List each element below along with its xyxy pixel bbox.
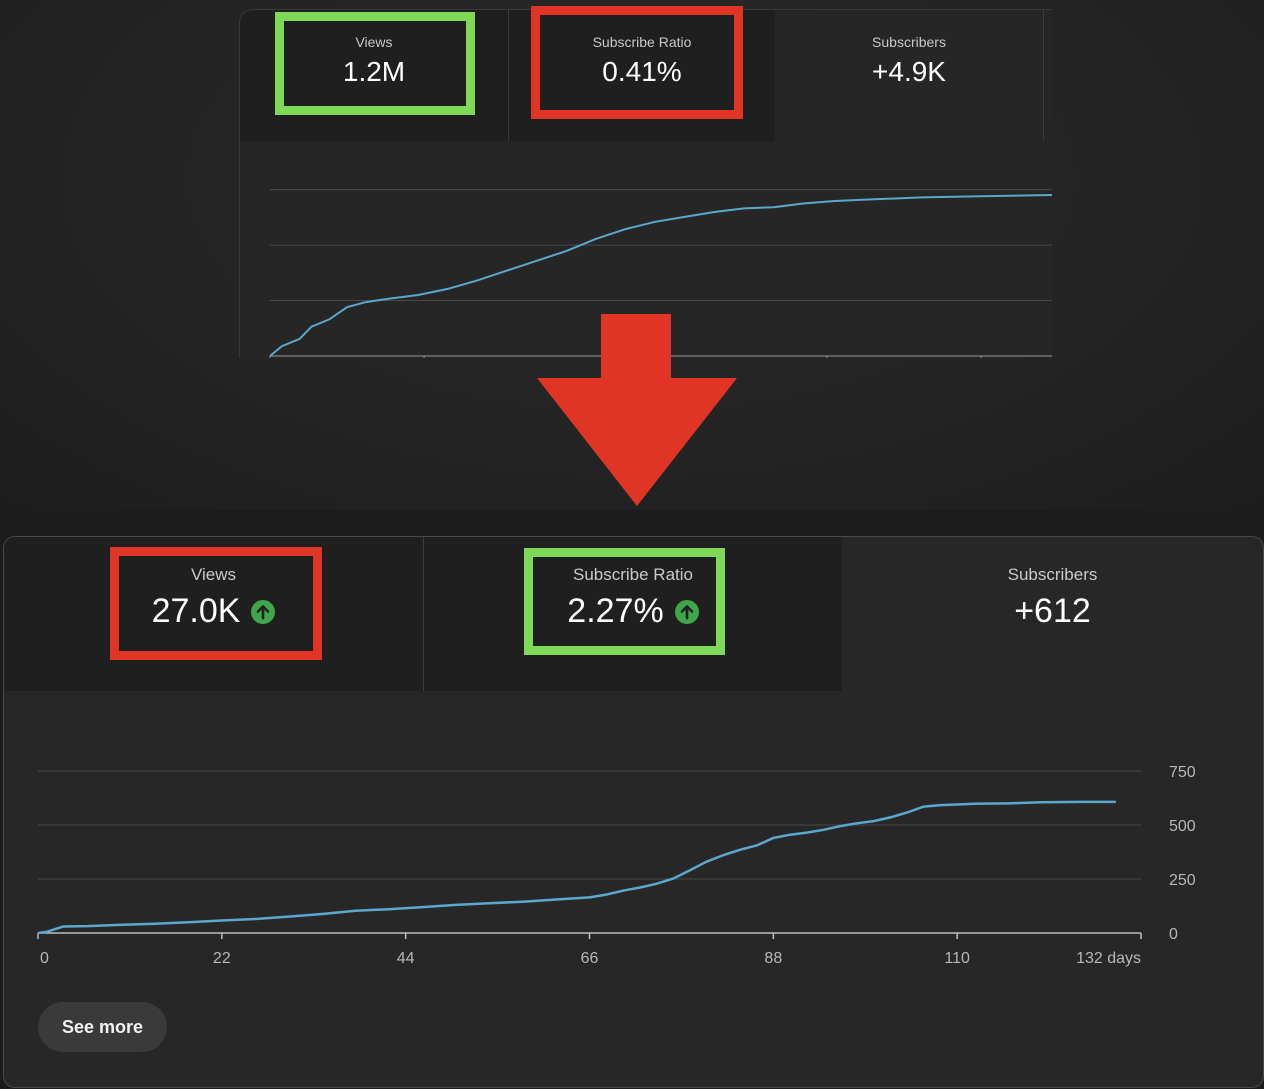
x-tick-label: 110 (944, 950, 970, 967)
series-line (269, 194, 1052, 357)
tab-label: Subscribers (872, 34, 946, 50)
x-tick-label: 0 (40, 950, 49, 967)
x-tick-label: 66 (581, 950, 599, 967)
tab-label: Subscribers (1007, 565, 1098, 584)
bottom-tab-subscribe-ratio[interactable]: Subscribe Ratio 2.27% (424, 537, 842, 691)
x-tick-label: 22 (213, 950, 231, 967)
tab-label: Subscribe Ratio (572, 565, 693, 584)
top-tab-subscribers[interactable]: Subscribers +4.9K (775, 10, 1043, 141)
bottom-tab-subscribers[interactable]: Subscribers +612 (842, 537, 1263, 691)
y-tick-label: 0 (1169, 926, 1178, 943)
top-tab-views[interactable]: Views 1.2M (240, 10, 508, 141)
tab-value: 27.0K (151, 592, 241, 630)
down-arrow-icon (537, 314, 737, 506)
tab-value: 1.2M (342, 56, 406, 87)
see-more-button[interactable]: See more (38, 1002, 167, 1052)
top-stats-card: Views 1.2M Subscribe Ratio 0.41% Subscri… (239, 9, 1052, 358)
tab-label: Subscribe Ratio (592, 34, 692, 50)
tab-divider (1043, 10, 1044, 141)
bottom-tab-views[interactable]: Views 27.0K (4, 537, 423, 691)
series-line (37, 800, 1116, 935)
tab-divider (423, 537, 424, 691)
tab-divider (508, 10, 509, 141)
tab-label: Views (355, 34, 393, 50)
tab-value: 0.41% (602, 56, 682, 87)
tab-label: Views (190, 565, 237, 584)
x-tick-label: 132 days (1076, 950, 1141, 967)
x-tick-label: 44 (397, 950, 415, 967)
arrow-up-circle-icon (251, 599, 276, 624)
top-tab-subscribe-ratio[interactable]: Subscribe Ratio 0.41% (509, 10, 775, 141)
bottom-stats-card: Views 27.0K Subscribe Ratio 2.27% Subscr… (3, 536, 1264, 1088)
y-tick-label: 750 (1169, 764, 1196, 781)
y-tick-label: 250 (1169, 872, 1196, 889)
tab-value: +612 (1014, 592, 1091, 630)
y-tick-label: 500 (1169, 818, 1196, 835)
tab-value: 2.27% (567, 592, 664, 630)
tab-value: +4.9K (872, 56, 946, 87)
arrow-up-circle-icon (674, 599, 699, 624)
bottom-line-chart: 750 500 250 0 0 22 44 66 88 110 132 days (37, 764, 1196, 967)
top-line-chart (269, 189, 1052, 358)
x-tick-label: 88 (764, 950, 782, 967)
